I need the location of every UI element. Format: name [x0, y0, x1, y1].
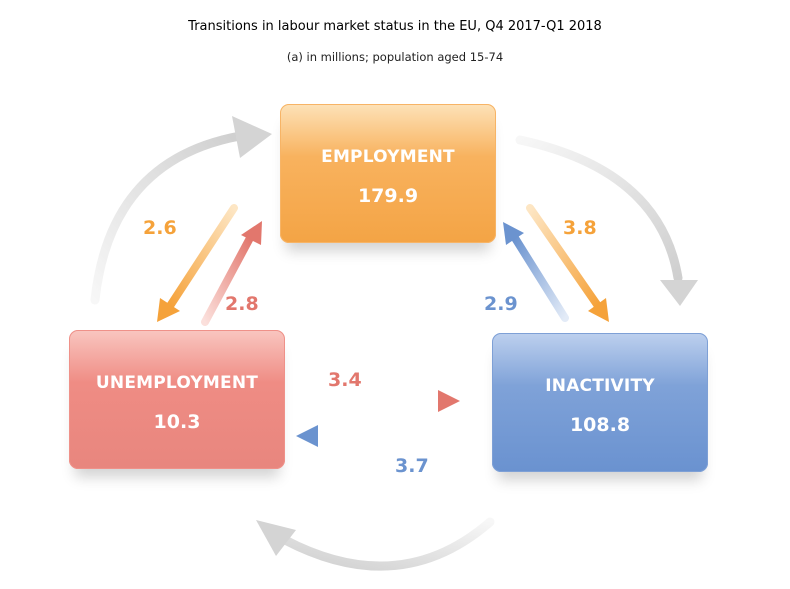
employment-value: 179.9	[357, 185, 419, 207]
flow-value-inactivity-to-employment: 2.9	[484, 293, 518, 315]
arrow-inactivity-to-unemployment	[296, 425, 434, 447]
unemployment-value: 10.3	[153, 411, 201, 433]
arrow-employment-to-inactivity	[526, 204, 609, 322]
inactivity-value: 108.8	[569, 414, 631, 436]
diagram-title: Transitions in labour market status in t…	[188, 19, 602, 34]
diagram-subtitle: (a) in millions; population aged 15-74	[286, 50, 504, 64]
flow-value-employment-to-inactivity: 3.8	[563, 217, 597, 239]
employment-label: EMPLOYMENT	[321, 147, 455, 167]
cycle-arrow-bottom	[256, 517, 495, 571]
flow-value-inactivity-to-unemployment: 3.7	[395, 455, 429, 477]
arrow-inactivity-to-employment	[503, 222, 569, 322]
unemployment-box: UNEMPLOYMENT 10.3	[69, 330, 285, 469]
flow-value-unemployment-to-inactivity: 3.4	[328, 369, 362, 391]
unemployment-label: UNEMPLOYMENT	[95, 373, 259, 393]
arrow-employment-to-unemployment	[157, 204, 238, 322]
flow-value-unemployment-to-employment: 2.8	[225, 293, 259, 315]
arrow-unemployment-to-employment	[201, 221, 262, 326]
flow-value-employment-to-unemployment: 2.6	[143, 217, 177, 239]
arrow-unemployment-to-inactivity	[314, 390, 460, 412]
employment-box: EMPLOYMENT 179.9	[280, 104, 496, 243]
inactivity-box: INACTIVITY 108.8	[492, 333, 708, 472]
cycle-arrow-left	[90, 116, 272, 305]
cycle-arrow-right	[515, 135, 698, 306]
inactivity-label: INACTIVITY	[545, 376, 655, 396]
